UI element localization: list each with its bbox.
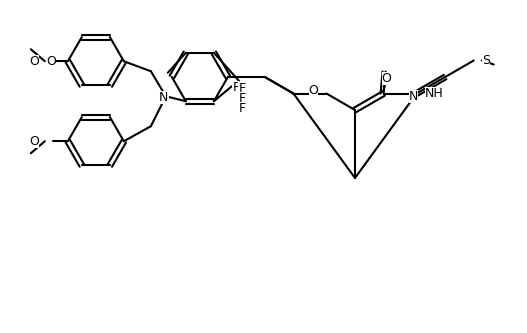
Text: N: N xyxy=(409,90,418,103)
Text: F: F xyxy=(238,92,246,105)
Text: O: O xyxy=(29,135,39,148)
Text: O: O xyxy=(29,55,39,68)
Text: F: F xyxy=(238,102,246,115)
Text: O: O xyxy=(46,55,56,68)
Text: N: N xyxy=(159,91,169,104)
Text: F: F xyxy=(238,82,246,95)
Text: O: O xyxy=(382,72,392,85)
Text: O: O xyxy=(308,84,318,97)
Text: F: F xyxy=(232,81,239,94)
Text: NH: NH xyxy=(425,87,443,100)
Text: S: S xyxy=(482,54,490,67)
